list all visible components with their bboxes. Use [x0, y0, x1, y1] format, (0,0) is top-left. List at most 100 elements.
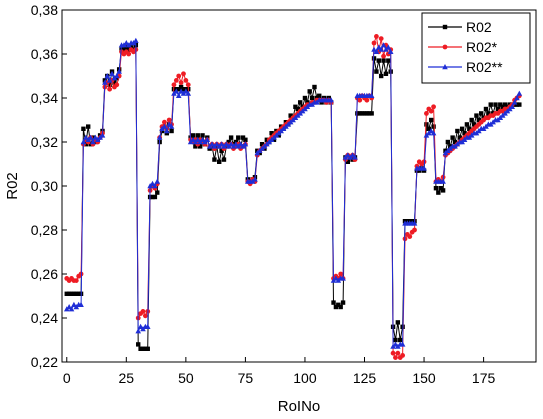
data-point	[445, 139, 451, 145]
data-point	[386, 58, 391, 63]
data-point	[185, 82, 191, 88]
data-point	[106, 77, 113, 83]
data-point	[333, 304, 339, 310]
data-point	[288, 113, 293, 118]
data-point	[240, 135, 246, 140]
data-point	[431, 104, 436, 110]
data-point	[194, 136, 201, 142]
data-point	[217, 159, 222, 164]
data-point	[374, 34, 379, 39]
legend-label: R02*	[466, 39, 498, 55]
data-point	[450, 135, 455, 140]
data-point	[214, 141, 220, 147]
data-point	[367, 111, 372, 116]
data-point	[237, 141, 244, 147]
data-point	[509, 103, 515, 109]
x-tick-label: 150	[412, 370, 436, 386]
data-point	[340, 300, 346, 305]
data-point	[295, 106, 301, 112]
data-point	[483, 106, 489, 112]
data-point	[218, 141, 225, 147]
data-point	[362, 111, 367, 116]
data-point	[516, 90, 523, 96]
x-tick-label: 0	[63, 370, 71, 386]
data-point	[426, 126, 432, 131]
data-point	[193, 144, 198, 149]
data-point	[328, 97, 334, 103]
data-point	[212, 157, 217, 162]
legend: R02 R02* R02**	[421, 12, 531, 84]
data-point	[209, 141, 215, 147]
data-point	[221, 157, 227, 162]
y-tick-label: 0,36	[31, 46, 58, 62]
data-point	[393, 337, 398, 343]
data-point	[349, 152, 356, 158]
data-point	[181, 87, 186, 92]
data-point	[173, 88, 180, 94]
x-tick-label: 75	[238, 370, 254, 386]
data-point	[317, 93, 322, 98]
data-point	[398, 337, 403, 343]
data-point	[114, 82, 120, 88]
x-axis: 0 25 50 75 100 125 150 175	[63, 357, 495, 386]
data-point	[380, 42, 387, 48]
data-point	[168, 123, 175, 129]
data-point	[116, 68, 122, 74]
data-point	[74, 291, 79, 296]
data-point	[452, 139, 458, 145]
data-point	[338, 304, 343, 310]
data-point	[143, 346, 148, 351]
data-point	[381, 53, 386, 59]
data-point	[378, 73, 384, 79]
data-point	[109, 70, 115, 76]
x-tick-label: 25	[119, 370, 135, 386]
series-r02starstar	[63, 37, 523, 349]
data-point	[517, 102, 522, 107]
data-point	[195, 133, 200, 138]
data-point	[171, 82, 177, 88]
data-point	[395, 350, 401, 356]
data-point	[374, 69, 379, 74]
data-point	[133, 37, 139, 43]
data-point	[411, 220, 418, 226]
data-point	[142, 313, 148, 319]
data-point	[364, 111, 370, 116]
data-point	[162, 119, 167, 125]
data-point	[421, 159, 427, 165]
data-point	[392, 341, 399, 347]
data-point	[462, 131, 467, 136]
data-point	[144, 323, 151, 329]
data-point	[438, 186, 443, 191]
series-line	[66, 39, 520, 348]
data-point	[514, 102, 520, 107]
data-point	[161, 123, 168, 129]
data-point	[149, 180, 156, 186]
data-point	[424, 111, 429, 116]
data-point	[400, 353, 406, 358]
data-point	[183, 78, 189, 83]
data-point	[371, 40, 377, 46]
data-point	[381, 58, 386, 63]
data-point	[123, 40, 130, 46]
data-point	[199, 136, 206, 142]
data-point	[357, 111, 362, 116]
data-point	[83, 134, 89, 140]
data-point	[190, 133, 196, 138]
data-point	[243, 137, 248, 142]
y-tick-label: 0,30	[31, 178, 58, 194]
data-point	[442, 24, 448, 30]
data-point	[442, 44, 448, 50]
data-point	[387, 48, 394, 54]
data-point	[80, 139, 87, 145]
data-point	[104, 73, 111, 79]
data-point	[385, 44, 392, 50]
data-point	[113, 73, 120, 79]
data-point	[500, 104, 505, 109]
data-point	[190, 136, 196, 142]
data-point	[479, 111, 484, 116]
data-point	[302, 95, 308, 101]
data-point	[376, 58, 381, 63]
data-point	[71, 291, 77, 296]
data-point	[228, 141, 234, 147]
